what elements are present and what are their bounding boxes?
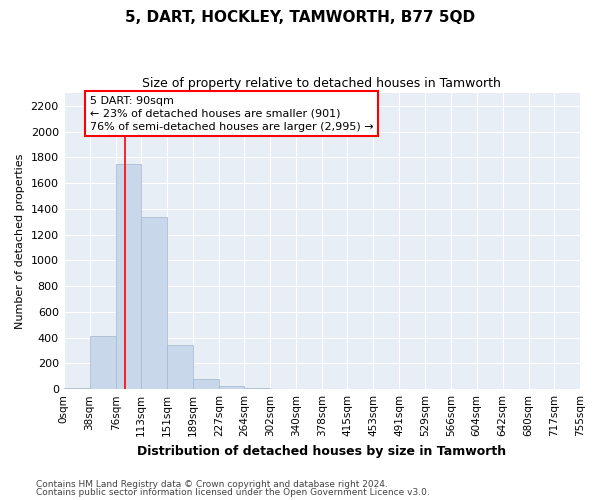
Y-axis label: Number of detached properties: Number of detached properties: [15, 154, 25, 329]
Text: Contains public sector information licensed under the Open Government Licence v3: Contains public sector information licen…: [36, 488, 430, 497]
Text: 5 DART: 90sqm
← 23% of detached houses are smaller (901)
76% of semi-detached ho: 5 DART: 90sqm ← 23% of detached houses a…: [89, 96, 373, 132]
Title: Size of property relative to detached houses in Tamworth: Size of property relative to detached ho…: [142, 78, 501, 90]
Text: Contains HM Land Registry data © Crown copyright and database right 2024.: Contains HM Land Registry data © Crown c…: [36, 480, 388, 489]
Bar: [141, 216, 167, 389]
X-axis label: Distribution of detached houses by size in Tamworth: Distribution of detached houses by size …: [137, 444, 506, 458]
Bar: [244, 388, 270, 389]
Bar: [64, 388, 89, 389]
Text: 5, DART, HOCKLEY, TAMWORTH, B77 5QD: 5, DART, HOCKLEY, TAMWORTH, B77 5QD: [125, 10, 475, 25]
Bar: [219, 386, 244, 389]
Bar: [193, 379, 219, 389]
Bar: [167, 346, 193, 389]
Bar: [116, 164, 141, 389]
Bar: [89, 336, 116, 389]
